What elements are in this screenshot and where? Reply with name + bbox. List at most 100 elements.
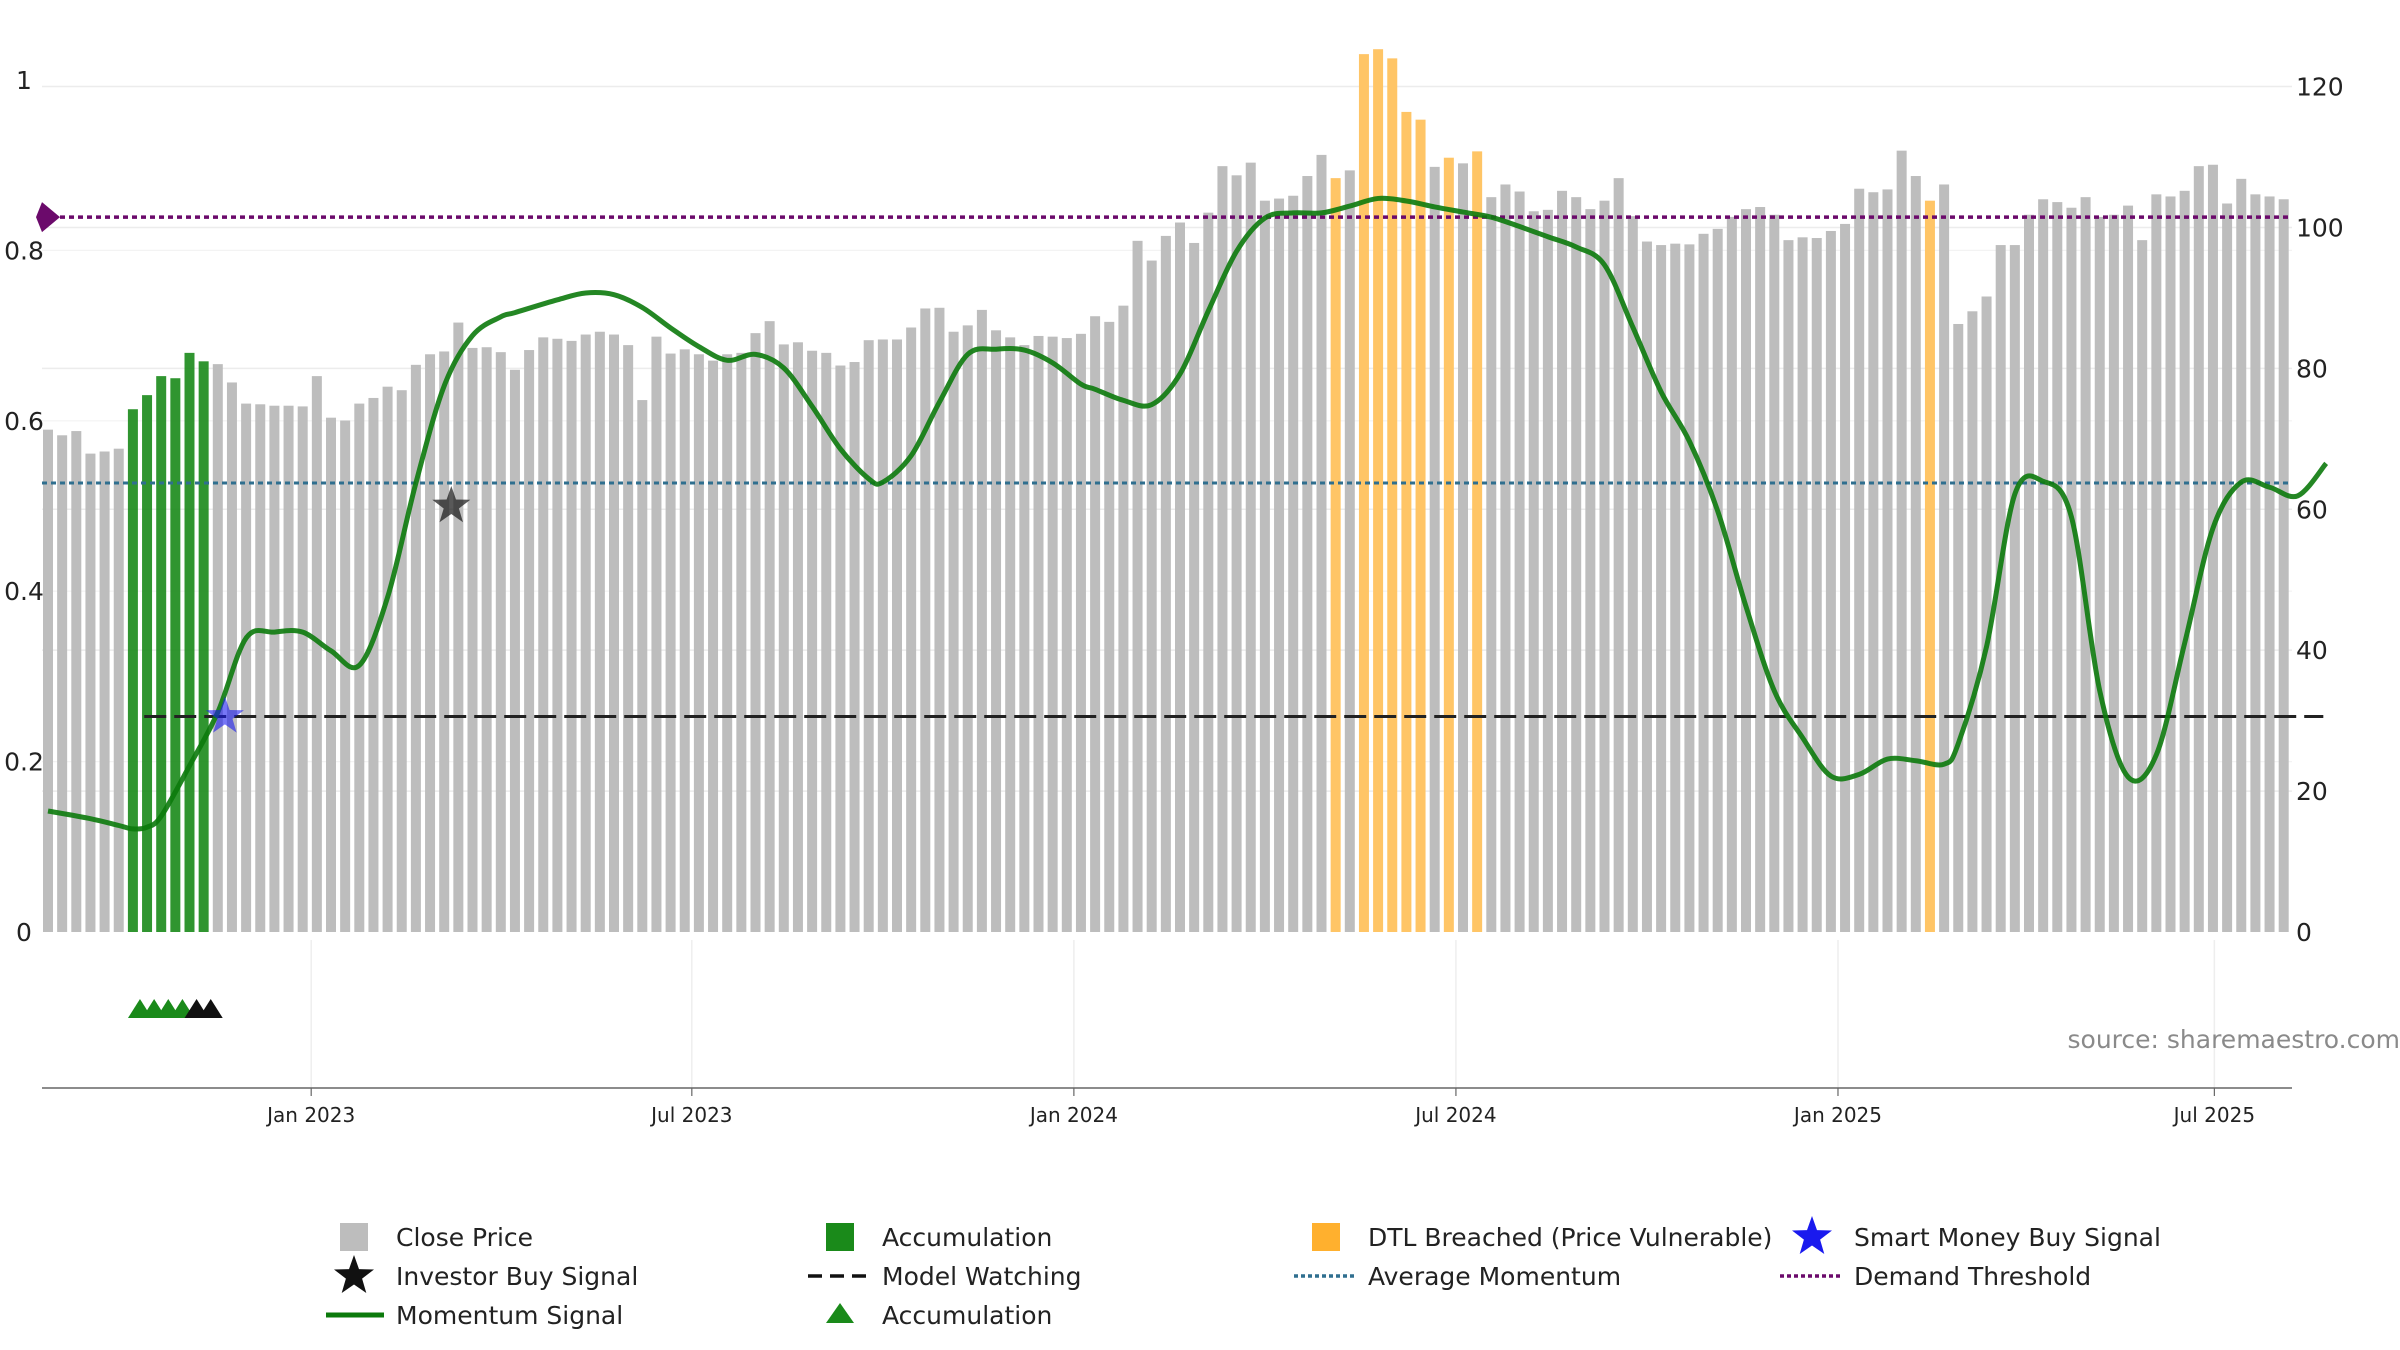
close-price-bar	[1769, 214, 1780, 933]
close-price-bar	[637, 400, 648, 932]
legend-dtl-swatch	[1312, 1223, 1340, 1251]
price-bars	[43, 49, 2289, 933]
close-price-bar	[57, 435, 68, 932]
close-price-bar	[1302, 176, 1313, 933]
close-price-bar	[1061, 338, 1072, 932]
close-price-bar	[920, 308, 931, 932]
close-price-bar	[2278, 199, 2289, 933]
source-note: source: sharemaestro.com	[2068, 1025, 2400, 1054]
close-price-bar	[1118, 305, 1129, 933]
accumulation-bar	[127, 409, 138, 932]
close-price-bar	[1146, 260, 1157, 932]
close-price-bar	[2123, 205, 2134, 932]
signal-markers	[127, 486, 471, 1018]
close-price-bar	[311, 376, 322, 932]
accumulation-bar	[142, 395, 153, 932]
close-price-bar	[1075, 333, 1086, 932]
close-price-bar	[1316, 154, 1327, 933]
close-price-bar	[651, 336, 662, 933]
close-price-bar	[524, 350, 535, 933]
accumulation-bar	[198, 361, 209, 932]
right-tick-label: 0	[2296, 918, 2312, 947]
close-price-bar	[1939, 184, 1950, 932]
close-price-bar	[552, 338, 563, 933]
close-price-bar	[2137, 240, 2148, 933]
x-tick-label: Jul 2025	[2172, 1103, 2255, 1127]
close-price-bar	[2024, 214, 2034, 933]
close-price-bar	[212, 364, 223, 932]
close-price-bar	[1500, 184, 1511, 932]
left-tick-label: 0.6	[4, 407, 44, 436]
dtl-breached-bar	[1401, 111, 1412, 933]
legend-dtl-label: DTL Breached (Price Vulnerable)	[1368, 1223, 1772, 1252]
close-price-bar	[1783, 240, 1794, 933]
legend-investor-label: Investor Buy Signal	[396, 1262, 638, 1291]
demand-threshold-marker	[36, 202, 60, 233]
close-price-bar	[764, 321, 775, 933]
dtl-breached-bar	[1358, 54, 1369, 933]
dtl-breached-bar	[1924, 200, 1935, 932]
close-price-bar	[2066, 207, 2077, 932]
close-price-bar	[1641, 241, 1652, 932]
close-price-bar	[2207, 164, 2218, 932]
close-price-bar	[2236, 178, 2247, 932]
close-price-bar	[1514, 191, 1525, 933]
close-price-bar	[1741, 209, 1751, 933]
close-price-bar	[1132, 240, 1143, 932]
reference-lines	[36, 202, 2324, 718]
close-price-bar	[1344, 170, 1355, 933]
right-tick-label: 80	[2296, 354, 2328, 383]
close-price-bar	[495, 352, 506, 933]
close-price-bar	[892, 339, 902, 932]
accumulation-bar	[156, 376, 167, 932]
close-price-bar	[1981, 296, 1992, 932]
close-price-bar	[2108, 214, 2119, 933]
close-price-bar	[241, 403, 252, 932]
close-price-bar	[1458, 163, 1468, 932]
close-price-bar	[1684, 244, 1695, 932]
close-price-bar	[340, 420, 351, 932]
legend-accum-swatch	[826, 1223, 854, 1251]
legend-avg-label: Average Momentum	[1368, 1262, 1621, 1291]
close-price-bar	[2193, 166, 2204, 933]
close-price-bar	[1698, 233, 1709, 932]
dtl-breached-bar	[1330, 178, 1341, 933]
right-tick-label: 40	[2296, 636, 2328, 665]
close-price-bar	[849, 362, 860, 933]
close-price-bar	[439, 351, 450, 932]
x-tick-label: Jul 2023	[649, 1103, 732, 1127]
close-price-bar	[1245, 162, 1256, 933]
close-price-bar	[1670, 243, 1681, 933]
momentum-lines	[47, 195, 2329, 832]
close-price-bar	[1599, 200, 1610, 932]
investor-buy-star	[432, 486, 471, 523]
close-price-bar	[2094, 216, 2105, 933]
close-price-bar	[2151, 194, 2162, 932]
close-price-bar	[1104, 321, 1115, 932]
close-price-bar	[1854, 188, 1865, 933]
close-price-bar	[708, 360, 719, 932]
close-price-bar	[85, 453, 96, 932]
legend-accum-triangle	[826, 1303, 854, 1323]
close-price-bar	[2165, 196, 2176, 933]
right-tick-label: 100	[2296, 213, 2344, 242]
legend-accum-label: Accumulation	[882, 1223, 1052, 1252]
close-price-bar	[2052, 202, 2063, 932]
close-price-bar	[679, 349, 690, 932]
axes: 0 0.2 0.4 0.6 0.8 1 0 20 40 60 80 100 120 Jan 2023 Jul…	[4, 66, 2344, 1127]
close-price-bar	[1231, 175, 1242, 932]
right-tick-label: 120	[2296, 73, 2344, 102]
close-price-bar	[1175, 222, 1185, 933]
x-tick-label: Jul 2024	[1413, 1103, 1496, 1127]
legend-watching-label: Model Watching	[882, 1262, 1082, 1291]
left-tick-label: 0.8	[4, 236, 44, 265]
close-price-bar	[1613, 178, 1624, 933]
close-price-bar	[1528, 211, 1539, 932]
right-tick-label: 20	[2296, 777, 2328, 806]
close-price-bar	[594, 331, 605, 932]
close-price-bar	[467, 347, 478, 932]
close-price-bar	[255, 404, 266, 933]
close-price-bar	[1910, 176, 1921, 933]
close-price-bar	[1627, 216, 1638, 932]
